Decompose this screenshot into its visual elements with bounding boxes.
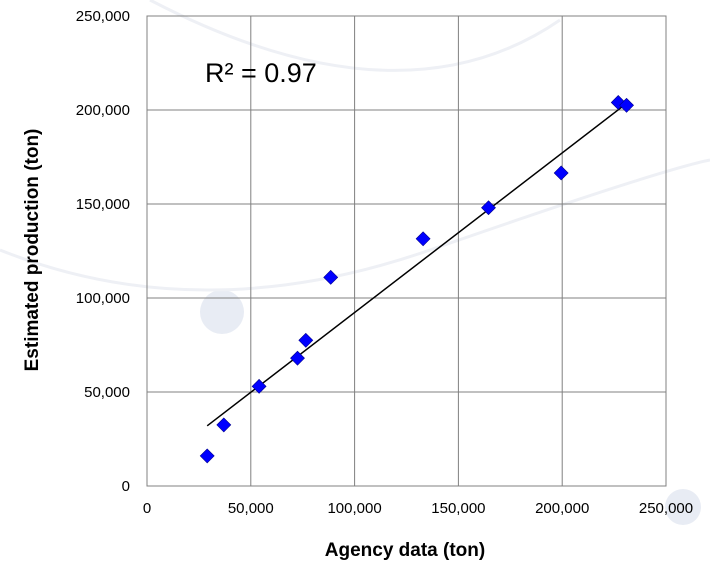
data-point-marker [298, 332, 314, 348]
x-axis-ticks: 0 50,000 100,000 150,000 200,000 250,000 [143, 500, 693, 517]
data-point-marker [481, 200, 496, 216]
x-tick-label: 0 [143, 500, 151, 517]
y-tick-label: 100,000 [76, 290, 130, 307]
background-watermark [0, 0, 710, 525]
data-point-marker [415, 231, 431, 247]
x-tick-label: 200,000 [535, 500, 589, 517]
y-axis-title: Estimated production (ton) [22, 129, 43, 372]
x-tick-label: 150,000 [431, 500, 485, 517]
data-point-marker [251, 378, 267, 394]
y-axis-ticks: 0 50,000 100,000 150,000 200,000 250,000 [76, 8, 130, 495]
data-point-marker [290, 350, 305, 366]
r-squared-annotation: R² = 0.97 [205, 58, 317, 88]
plot-area [146, 15, 667, 487]
y-tick-label: 200,000 [76, 102, 130, 119]
y-tick-label: 0 [122, 478, 130, 495]
data-point-marker [323, 269, 339, 285]
x-tick-label: 50,000 [228, 500, 274, 517]
x-axis-title: Agency data (ton) [325, 540, 485, 561]
data-point-marker [553, 165, 569, 181]
data-points [199, 95, 634, 464]
y-tick-label: 250,000 [76, 8, 130, 25]
y-tick-label: 50,000 [84, 384, 130, 401]
plot-border [146, 15, 667, 487]
data-point-marker [619, 97, 634, 113]
y-tick-label: 150,000 [76, 196, 130, 213]
x-tick-label: 250,000 [639, 500, 693, 517]
data-point-marker [199, 448, 215, 464]
data-point-marker [216, 417, 232, 433]
trendline [206, 102, 628, 427]
x-tick-label: 100,000 [327, 500, 381, 517]
